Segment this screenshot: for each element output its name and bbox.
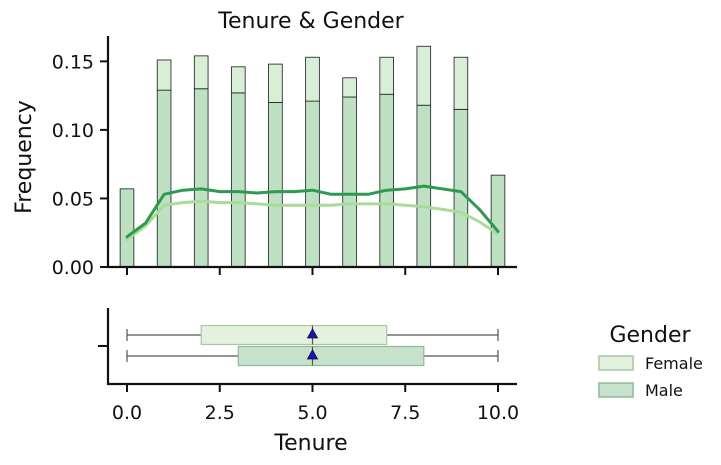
legend-label-male: Male [645, 381, 683, 400]
kde-lines [125, 184, 500, 242]
bar-male [453, 108, 469, 268]
bar-male [379, 93, 394, 268]
kde-line-male [125, 184, 500, 239]
bar-female [193, 55, 209, 90]
y-tick-label: 0.00 [52, 257, 94, 279]
x-tick-label: 7.5 [390, 402, 420, 424]
bar-female [305, 56, 320, 102]
x-tick-label: 2.5 [205, 402, 235, 424]
bar-male [193, 88, 209, 268]
bar-female [268, 63, 283, 103]
bar-male [231, 92, 246, 268]
mean-marker [306, 349, 319, 360]
legend: Gender Female Male [598, 323, 703, 400]
y-tick-label: 0.05 [52, 188, 94, 210]
boxplot-axes: 0.0 2.5 5.0 7.5 10.0 [98, 308, 519, 424]
bar-male [305, 100, 320, 268]
bar-male [119, 188, 135, 268]
x-axis-label: Tenure [273, 431, 347, 456]
x-tick-label: 0.0 [112, 402, 142, 424]
y-tick-label: 0.15 [52, 51, 94, 73]
histogram-bars [119, 45, 506, 268]
y-tick-label: 0.10 [52, 120, 94, 142]
x-tick-label: 10.0 [477, 402, 519, 424]
bar-female [379, 56, 394, 95]
bar-male [490, 174, 506, 268]
bar-male [342, 96, 357, 268]
x-tick-label: 5.0 [297, 402, 327, 424]
legend-label-female: Female [645, 354, 703, 373]
histogram-axes: 0.00 0.05 0.10 0.15 [52, 36, 517, 279]
bar-female [156, 59, 172, 91]
bar-male [156, 89, 172, 268]
kde-line-female [125, 199, 500, 242]
legend-title: Gender [609, 323, 691, 348]
bar-female [453, 56, 469, 110]
boxplot-group [126, 324, 499, 367]
bar-female [416, 45, 432, 106]
box-male [237, 345, 425, 367]
bar-female [342, 77, 357, 98]
chart-title: Tenure & Gender [217, 9, 404, 34]
mean-marker [306, 328, 319, 339]
bar-female [231, 66, 246, 94]
y-axis-label: Frequency [12, 100, 37, 214]
legend-swatch-male [598, 382, 634, 398]
bar-male [268, 102, 283, 268]
box-female [200, 324, 388, 346]
legend-swatch-female [598, 355, 634, 371]
